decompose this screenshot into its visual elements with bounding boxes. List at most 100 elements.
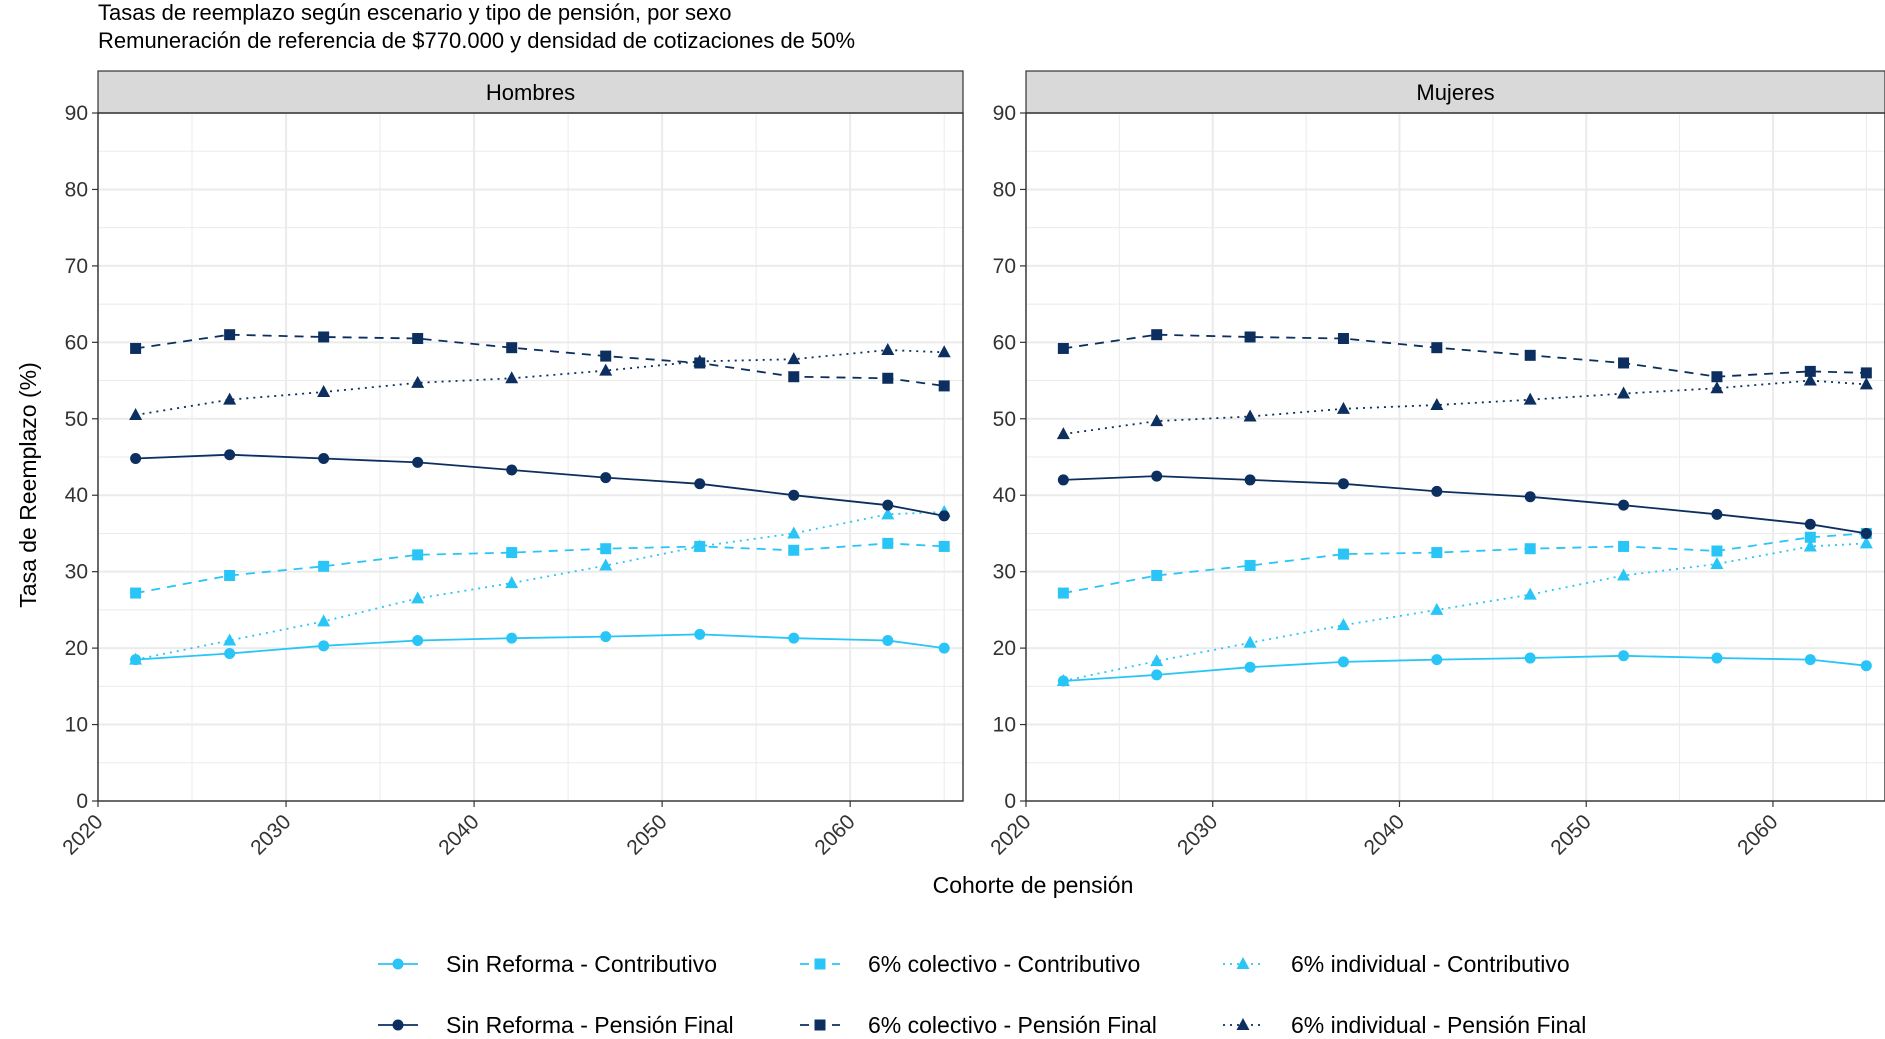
data-point xyxy=(882,372,894,384)
data-point xyxy=(129,407,143,420)
legend-key-marker xyxy=(392,958,404,970)
series-6pct-individual-pension-final xyxy=(1056,373,1873,440)
data-point xyxy=(1244,661,1256,673)
data-point xyxy=(787,526,801,539)
data-point xyxy=(694,478,706,490)
data-point xyxy=(224,647,236,659)
legend-item-6pct-colectivo-contributivo: 6% colectivo - Contributivo xyxy=(800,951,1140,977)
data-point xyxy=(318,640,330,652)
data-point xyxy=(1804,531,1816,543)
data-point xyxy=(130,587,142,599)
data-point xyxy=(412,456,424,468)
data-point xyxy=(1803,539,1817,552)
series-line xyxy=(1063,379,1867,435)
data-point xyxy=(881,507,895,520)
data-point xyxy=(788,489,800,501)
data-point xyxy=(882,537,894,549)
data-point xyxy=(1524,543,1536,555)
series-line xyxy=(135,333,945,387)
legend-label: Sin Reforma - Pensión Final xyxy=(446,1012,734,1038)
series-6pct-individual-pension-final xyxy=(129,342,951,420)
legend-key-marker xyxy=(814,1019,826,1031)
data-point xyxy=(1244,331,1256,343)
chart-title: Tasas de reemplazo según escenario y tip… xyxy=(98,0,732,25)
series-line xyxy=(1063,475,1867,535)
y-tick-label: 70 xyxy=(993,255,1016,278)
y-tick-label: 40 xyxy=(993,484,1016,507)
data-point xyxy=(411,375,425,388)
y-tick-label: 80 xyxy=(65,178,88,201)
x-tick-label: 2050 xyxy=(622,810,671,859)
facet-strip xyxy=(97,70,964,114)
data-point xyxy=(129,652,143,665)
data-point xyxy=(1523,587,1537,600)
data-point xyxy=(1056,673,1070,686)
series-6pct-colectivo-contributivo xyxy=(130,537,950,599)
x-tick-label: 2060 xyxy=(1733,810,1782,859)
series-line xyxy=(135,349,945,416)
data-point xyxy=(788,371,800,383)
data-point xyxy=(882,634,894,646)
data-point xyxy=(1057,342,1069,354)
y-tick-label: 50 xyxy=(993,408,1016,431)
data-point xyxy=(1056,427,1070,440)
y-tick-label: 60 xyxy=(65,331,88,354)
data-point xyxy=(1711,545,1723,557)
data-point xyxy=(600,472,612,484)
data-point xyxy=(938,540,950,552)
x-axis-title: Cohorte de pensión xyxy=(933,872,1134,898)
data-point xyxy=(505,371,519,384)
data-point xyxy=(1524,652,1536,664)
data-point xyxy=(1057,587,1069,599)
data-point xyxy=(506,342,518,354)
panel-border xyxy=(1025,112,1885,802)
data-point xyxy=(1710,557,1724,570)
data-point xyxy=(505,576,519,589)
data-point xyxy=(1243,409,1257,422)
data-point xyxy=(1803,373,1817,386)
data-point xyxy=(1431,547,1443,559)
data-point xyxy=(1618,357,1630,369)
data-point xyxy=(318,453,330,465)
y-tick-label: 90 xyxy=(65,102,88,125)
data-point xyxy=(1151,329,1163,341)
data-point xyxy=(1860,660,1872,672)
data-point xyxy=(937,345,951,358)
legend-item-6pct-individual-pension-final: 6% individual - Pensión Final xyxy=(1223,1012,1586,1038)
data-point xyxy=(1057,474,1069,486)
data-point xyxy=(1150,414,1164,427)
series-6pct-colectivo-pension-final xyxy=(130,329,950,392)
data-point xyxy=(1151,569,1163,581)
panel-border xyxy=(97,112,964,802)
y-tick-label: 0 xyxy=(76,790,88,813)
data-point xyxy=(1859,536,1873,549)
data-point xyxy=(1711,652,1723,664)
data-point xyxy=(1804,654,1816,666)
y-tick-label: 20 xyxy=(65,637,88,660)
data-point xyxy=(318,331,330,343)
facet-label: Mujeres xyxy=(1416,80,1494,105)
data-point xyxy=(224,449,236,461)
legend-label: 6% colectivo - Contributivo xyxy=(868,951,1140,977)
data-point xyxy=(1859,377,1873,390)
series-sin-reforma-contributivo xyxy=(1057,650,1872,687)
y-tick-label: 60 xyxy=(993,331,1016,354)
data-point xyxy=(693,354,707,367)
series-line xyxy=(1063,333,1867,378)
legend-key-marker xyxy=(1236,957,1250,969)
data-point xyxy=(1151,669,1163,681)
data-point xyxy=(318,560,330,572)
series-6pct-colectivo-pension-final xyxy=(1057,329,1872,383)
y-tick-label: 30 xyxy=(993,561,1016,584)
legend-label: 6% colectivo - Pensión Final xyxy=(868,1012,1157,1038)
data-point xyxy=(1431,342,1443,354)
data-point xyxy=(1618,540,1630,552)
facet-label: Hombres xyxy=(486,80,575,105)
data-point xyxy=(1804,518,1816,530)
data-point xyxy=(1244,560,1256,572)
legend-item-sin-reforma-contributivo: Sin Reforma - Contributivo xyxy=(378,951,717,977)
y-tick-label: 10 xyxy=(993,714,1016,737)
y-tick-label: 80 xyxy=(993,178,1016,201)
data-point xyxy=(1524,349,1536,361)
